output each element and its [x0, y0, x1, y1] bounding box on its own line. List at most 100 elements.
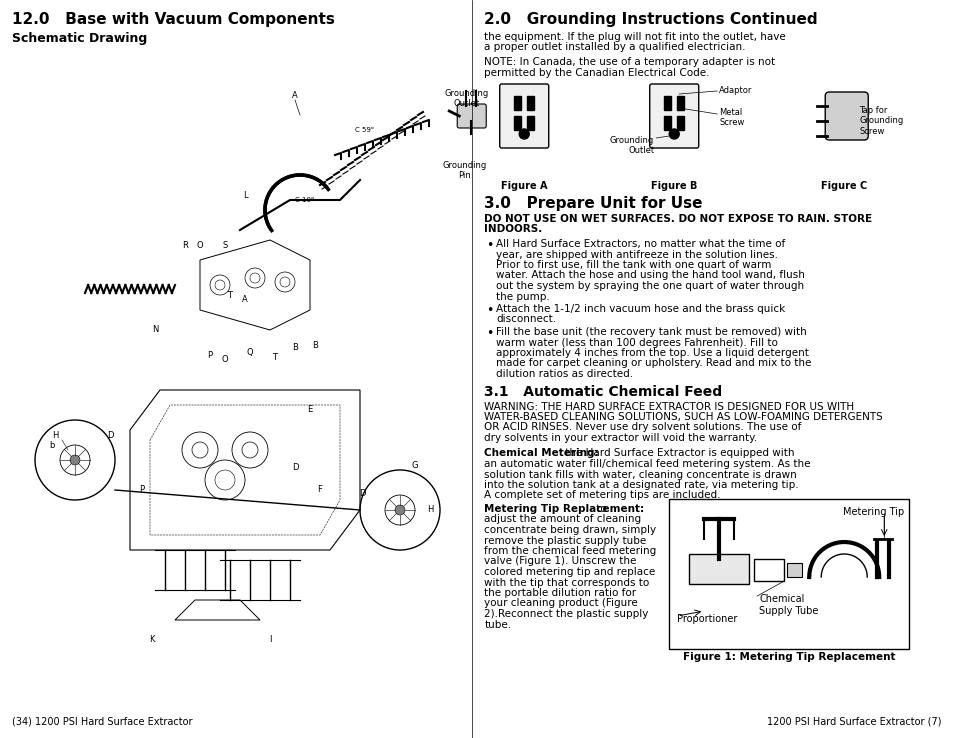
- Text: disconnect.: disconnect.: [496, 314, 556, 325]
- Bar: [668, 499, 908, 649]
- Text: 2.0   Grounding Instructions Continued: 2.0 Grounding Instructions Continued: [484, 12, 817, 27]
- Text: S: S: [222, 241, 228, 249]
- Text: Proportioner: Proportioner: [677, 614, 737, 624]
- Text: C 10": C 10": [294, 197, 314, 203]
- Text: from the chemical feed metering: from the chemical feed metering: [484, 546, 656, 556]
- Bar: [514, 116, 520, 130]
- Text: remove the plastic supply tube: remove the plastic supply tube: [484, 536, 646, 545]
- Text: dilution ratios as directed.: dilution ratios as directed.: [496, 369, 633, 379]
- Text: 2).Reconnect the plastic supply: 2).Reconnect the plastic supply: [484, 609, 648, 619]
- Bar: [677, 96, 683, 110]
- Text: •: •: [486, 304, 493, 317]
- Text: K: K: [149, 635, 154, 644]
- Text: Figure A: Figure A: [500, 181, 547, 191]
- Text: Metering Tip Replacement:: Metering Tip Replacement:: [484, 504, 643, 514]
- Text: Prior to first use, fill the tank with one quart of warm: Prior to first use, fill the tank with o…: [496, 260, 771, 270]
- Circle shape: [518, 129, 529, 139]
- FancyBboxPatch shape: [824, 92, 867, 140]
- Bar: [786, 563, 801, 577]
- Circle shape: [668, 129, 679, 139]
- Text: A complete set of metering tips are included.: A complete set of metering tips are incl…: [484, 491, 720, 500]
- Text: I: I: [269, 635, 271, 644]
- Text: T: T: [227, 291, 233, 300]
- Bar: [527, 116, 534, 130]
- Text: Metal
Screw: Metal Screw: [719, 108, 744, 128]
- Text: Figure C: Figure C: [821, 181, 866, 191]
- FancyBboxPatch shape: [499, 84, 548, 148]
- Text: O: O: [221, 356, 228, 365]
- Text: N: N: [152, 325, 158, 334]
- Text: B: B: [312, 340, 317, 350]
- Text: WARNING: THE HARD SURFACE EXTRACTOR IS DESIGNED FOR US WITH: WARNING: THE HARD SURFACE EXTRACTOR IS D…: [484, 401, 854, 412]
- Text: your cleaning product (Figure: your cleaning product (Figure: [484, 599, 638, 609]
- Text: O: O: [196, 241, 203, 249]
- Text: All Hard Surface Extractors, no matter what the time of: All Hard Surface Extractors, no matter w…: [496, 239, 784, 249]
- Text: D: D: [358, 489, 365, 497]
- Bar: [663, 96, 671, 110]
- Text: D: D: [292, 463, 298, 472]
- Text: •: •: [486, 239, 493, 252]
- Text: Figure B: Figure B: [650, 181, 697, 191]
- Text: water. Attach the hose and using the hand tool wand, flush: water. Attach the hose and using the han…: [496, 271, 804, 280]
- Text: Chemical Metering:: Chemical Metering:: [484, 449, 598, 458]
- Text: approximately 4 inches from the top. Use a liquid detergent: approximately 4 inches from the top. Use…: [496, 348, 808, 358]
- Text: adjust the amount of cleaning: adjust the amount of cleaning: [484, 514, 640, 525]
- FancyBboxPatch shape: [649, 84, 698, 148]
- Text: the portable dilution ratio for: the portable dilution ratio for: [484, 588, 636, 598]
- Text: E: E: [307, 405, 313, 415]
- Text: Tap for
Grounding
Screw: Tap for Grounding Screw: [859, 106, 902, 136]
- Text: concentrate being drawn, simply: concentrate being drawn, simply: [484, 525, 656, 535]
- Text: B: B: [292, 343, 297, 353]
- Text: year, are shipped with antifreeze in the solution lines.: year, are shipped with antifreeze in the…: [496, 249, 778, 260]
- Text: valve (Figure 1). Unscrew the: valve (Figure 1). Unscrew the: [484, 556, 636, 567]
- Text: 12.0   Base with Vacuum Components: 12.0 Base with Vacuum Components: [12, 12, 335, 27]
- Text: made for carpet cleaning or upholstery. Read and mix to the: made for carpet cleaning or upholstery. …: [496, 359, 811, 368]
- Text: Metering Tip: Metering Tip: [842, 507, 903, 517]
- Text: out the system by spraying the one quart of water through: out the system by spraying the one quart…: [496, 281, 803, 291]
- Text: colored metering tip and replace: colored metering tip and replace: [484, 567, 655, 577]
- Text: G: G: [412, 461, 417, 469]
- Text: Adaptor: Adaptor: [719, 86, 752, 95]
- Text: a proper outlet installed by a qualified electrician.: a proper outlet installed by a qualified…: [484, 43, 745, 52]
- Circle shape: [395, 505, 405, 515]
- Text: INDOORS.: INDOORS.: [484, 224, 542, 235]
- Text: D: D: [107, 430, 113, 440]
- Text: A: A: [292, 91, 297, 100]
- Text: into the solution tank at a designated rate, via metering tip.: into the solution tank at a designated r…: [484, 480, 798, 490]
- Text: NOTE: In Canada, the use of a temporary adapter is not: NOTE: In Canada, the use of a temporary …: [484, 57, 775, 67]
- Text: WATER-BASED CLEANING SOLUTIONS, SUCH AS LOW-FOAMING DETERGENTS: WATER-BASED CLEANING SOLUTIONS, SUCH AS …: [484, 412, 882, 422]
- Bar: [754, 559, 783, 581]
- Text: OR ACID RINSES. Never use dry solvent solutions. The use of: OR ACID RINSES. Never use dry solvent so…: [484, 422, 801, 432]
- Text: warm water (less than 100 degrees Fahrenheit). Fill to: warm water (less than 100 degrees Fahren…: [496, 337, 778, 348]
- Text: Fill the base unit (the recovery tank must be removed) with: Fill the base unit (the recovery tank mu…: [496, 327, 806, 337]
- Bar: [677, 116, 683, 130]
- Text: solution tank fills with water, cleaning concentrate is drawn: solution tank fills with water, cleaning…: [484, 469, 796, 480]
- FancyBboxPatch shape: [456, 104, 486, 128]
- Text: the equipment. If the plug will not fit into the outlet, have: the equipment. If the plug will not fit …: [484, 32, 785, 42]
- Text: dry solvents in your extractor will void the warranty.: dry solvents in your extractor will void…: [484, 433, 757, 443]
- Text: Attach the 1-1/2 inch vacuum hose and the brass quick: Attach the 1-1/2 inch vacuum hose and th…: [496, 304, 784, 314]
- Text: Grounding
Outlet: Grounding Outlet: [609, 136, 654, 156]
- Text: Grounding
Outlet: Grounding Outlet: [444, 89, 488, 108]
- Text: Figure 1: Metering Tip Replacement: Figure 1: Metering Tip Replacement: [682, 652, 895, 662]
- Text: 3.0   Prepare Unit for Use: 3.0 Prepare Unit for Use: [484, 196, 702, 211]
- Text: •: •: [486, 327, 493, 340]
- Text: permitted by the Canadian Electrical Code.: permitted by the Canadian Electrical Cod…: [484, 67, 709, 77]
- Text: an automatic water fill/chemical feed metering system. As the: an automatic water fill/chemical feed me…: [484, 459, 810, 469]
- Text: 1200 PSI Hard Surface Extractor (7): 1200 PSI Hard Surface Extractor (7): [767, 716, 941, 726]
- Text: A: A: [242, 295, 248, 305]
- Text: H: H: [426, 506, 433, 514]
- Text: Schematic Drawing: Schematic Drawing: [12, 32, 147, 45]
- Text: L: L: [242, 190, 247, 199]
- Text: (34) 1200 PSI Hard Surface Extractor: (34) 1200 PSI Hard Surface Extractor: [12, 716, 193, 726]
- Text: P: P: [207, 351, 213, 359]
- Text: 3.1   Automatic Chemical Feed: 3.1 Automatic Chemical Feed: [484, 385, 721, 399]
- Text: with the tip that corresponds to: with the tip that corresponds to: [484, 578, 649, 587]
- Text: the pump.: the pump.: [496, 292, 549, 302]
- Text: R: R: [182, 241, 188, 249]
- Bar: [514, 96, 520, 110]
- Text: the Hard Surface Extractor is equipped with: the Hard Surface Extractor is equipped w…: [561, 449, 793, 458]
- Text: Grounding
Pin: Grounding Pin: [441, 161, 486, 180]
- Text: H: H: [51, 430, 58, 440]
- Text: F: F: [317, 486, 322, 494]
